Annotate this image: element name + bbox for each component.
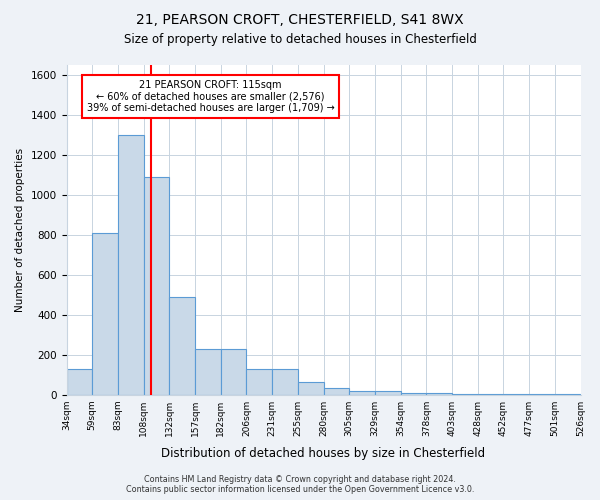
Bar bbox=[118, 135, 143, 394]
Text: Contains HM Land Registry data © Crown copyright and database right 2024.
Contai: Contains HM Land Registry data © Crown c… bbox=[126, 474, 474, 494]
Bar bbox=[195, 348, 221, 395]
Text: Size of property relative to detached houses in Chesterfield: Size of property relative to detached ho… bbox=[124, 32, 476, 46]
Bar bbox=[272, 368, 298, 394]
Text: 21 PEARSON CROFT: 115sqm
← 60% of detached houses are smaller (2,576)
39% of sem: 21 PEARSON CROFT: 115sqm ← 60% of detach… bbox=[86, 80, 334, 113]
X-axis label: Distribution of detached houses by size in Chesterfield: Distribution of detached houses by size … bbox=[161, 447, 485, 460]
Y-axis label: Number of detached properties: Number of detached properties bbox=[15, 148, 25, 312]
Bar bbox=[67, 368, 92, 394]
Bar bbox=[298, 382, 323, 394]
Bar bbox=[143, 177, 169, 394]
Bar bbox=[427, 392, 452, 394]
Bar bbox=[92, 233, 118, 394]
Bar bbox=[375, 390, 401, 394]
Bar bbox=[169, 297, 195, 394]
Bar bbox=[323, 388, 349, 394]
Bar bbox=[247, 368, 272, 394]
Bar bbox=[221, 348, 247, 395]
Text: 21, PEARSON CROFT, CHESTERFIELD, S41 8WX: 21, PEARSON CROFT, CHESTERFIELD, S41 8WX bbox=[136, 12, 464, 26]
Bar bbox=[401, 392, 427, 394]
Bar bbox=[349, 390, 375, 394]
